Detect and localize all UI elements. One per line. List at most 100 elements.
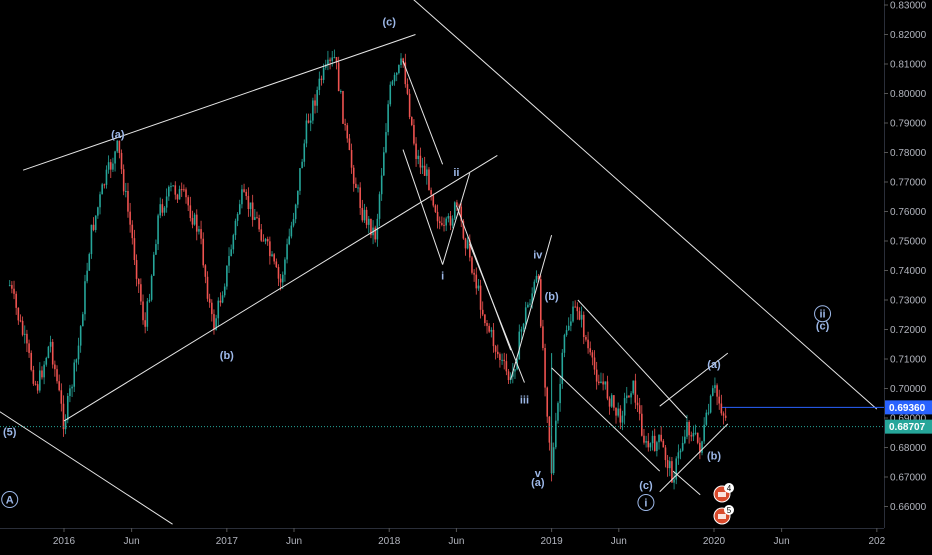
trendline[interactable] (63, 155, 498, 422)
candle-body (352, 167, 355, 184)
candle-body (159, 204, 162, 216)
candle-body (559, 383, 561, 404)
candle-body (621, 415, 624, 423)
y-tick-label: 0.73000 (890, 296, 927, 307)
candle-body (73, 362, 76, 387)
candle-body (544, 347, 546, 388)
candle-body (305, 120, 308, 144)
y-tick-label: 0.75000 (890, 237, 927, 248)
candle-body (539, 279, 542, 327)
candle-body (288, 236, 291, 245)
y-tick-label: 0.66000 (890, 502, 927, 513)
trendline[interactable] (672, 470, 701, 496)
event-badges-layer[interactable]: 45 (713, 483, 734, 525)
trendline[interactable] (0, 409, 173, 525)
candle-body (634, 380, 637, 403)
candle-body (524, 307, 527, 324)
trendline[interactable] (402, 149, 444, 265)
y-axis[interactable]: 0.83000 0.82000 0.81000 0.80000 0.79000 0.780… (884, 0, 927, 528)
candle-body (28, 343, 30, 353)
candle-body (105, 169, 108, 185)
candle-body (522, 323, 525, 330)
candle-body (617, 408, 619, 416)
trendline[interactable] (442, 173, 471, 265)
candle-body (512, 371, 514, 377)
candle-body (260, 229, 263, 241)
trendline[interactable] (455, 205, 512, 351)
x-axis[interactable]: 2016 Jun 2017 Jun 2018 Jun 2019 Jun 2020 Jun 202 (0, 528, 886, 547)
candle-body (608, 398, 611, 407)
x-tick-label: 2020 (703, 536, 726, 547)
candle-body (365, 209, 368, 225)
candle-body (701, 441, 703, 453)
event-count: 4 (727, 484, 732, 493)
candle-body (709, 395, 712, 413)
candle-body (51, 341, 54, 365)
candle-body (340, 90, 342, 92)
candle-body (56, 369, 58, 382)
trendline[interactable] (402, 60, 444, 165)
candle-body (344, 123, 346, 126)
candle-body (301, 161, 303, 169)
x-tick-label: 2017 (216, 536, 239, 547)
candle-body (230, 249, 232, 257)
wave-label: (a) (111, 129, 125, 141)
candle-body (604, 381, 607, 385)
candle-body (114, 151, 116, 164)
wave-label: iii (520, 394, 529, 406)
candle-body (277, 267, 280, 279)
y-tick-label: 0.76000 (890, 207, 927, 218)
candle-body (563, 335, 566, 353)
candle-body (548, 416, 551, 443)
candle-body (705, 412, 708, 425)
trendline[interactable] (551, 367, 661, 472)
candle-body (449, 216, 452, 226)
candle-body (389, 84, 392, 105)
candle-body (41, 370, 43, 378)
candle-body (398, 64, 400, 73)
candle-body (350, 150, 353, 168)
candle-body (66, 395, 69, 421)
trendline[interactable] (659, 352, 729, 407)
x-tick-label: Jun (774, 536, 790, 547)
trendline[interactable] (510, 234, 553, 380)
trendlines-layer[interactable] (0, 0, 878, 525)
event-count: 5 (727, 506, 732, 515)
trendline[interactable] (22, 34, 416, 171)
price-tag (885, 400, 932, 415)
candle-body (458, 205, 460, 207)
candle-body (213, 314, 215, 330)
candle-body (473, 272, 475, 275)
candle-body (307, 120, 310, 123)
wave-label: A (6, 495, 14, 507)
candle-body (333, 57, 336, 59)
trendline[interactable] (659, 423, 729, 493)
candle-body (406, 84, 409, 94)
candle-body (335, 57, 338, 63)
candle-body (180, 189, 183, 191)
candle-body (262, 240, 265, 242)
wave-label: (a) (707, 359, 721, 371)
trendline[interactable] (577, 299, 688, 419)
candle-body (507, 371, 510, 381)
trendline[interactable] (403, 0, 878, 410)
candle-body (582, 314, 585, 338)
candle-body (711, 388, 714, 396)
candle-body (191, 218, 194, 225)
y-tick-label: 0.81000 (890, 60, 927, 71)
candle-body (234, 220, 237, 236)
candle-body (501, 359, 503, 361)
candle-body (69, 388, 71, 396)
candle-body (684, 436, 686, 443)
candle-body (120, 152, 123, 170)
candle-body (137, 278, 140, 285)
candle-body (271, 254, 273, 257)
candle-body (380, 175, 383, 195)
candle-body (279, 278, 282, 283)
candle-body (374, 227, 377, 240)
candle-body (436, 211, 439, 222)
candle-body (256, 217, 258, 219)
candle-body (36, 384, 39, 391)
